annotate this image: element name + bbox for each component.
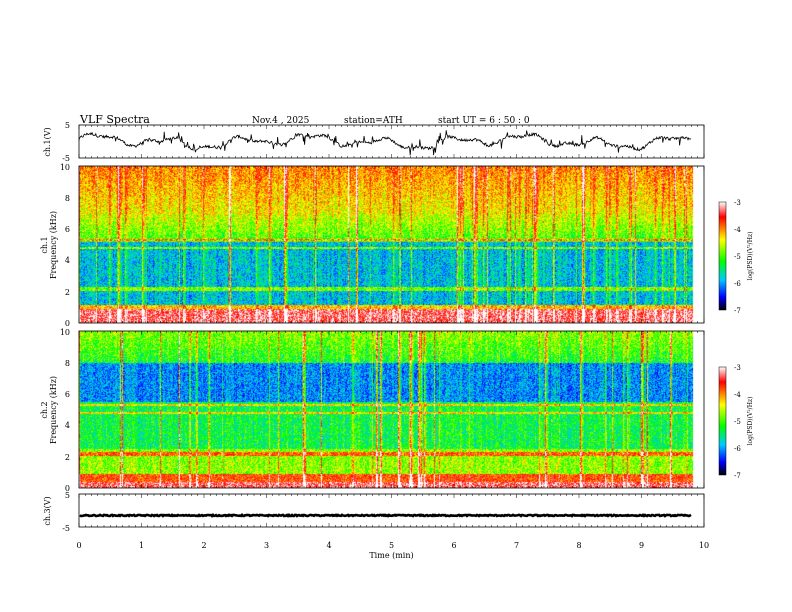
ch2-spectrogram-channel-label: ch.2	[40, 401, 49, 418]
ch1-waveform-ylabel: ch.1(V)	[43, 127, 52, 156]
ch2-spectrogram-ylabel: Frequency (kHz)	[49, 376, 58, 444]
ch2-spectrogram-heatmap	[79, 331, 704, 488]
figure-title: VLF Spectra	[79, 113, 150, 126]
ch2-spectrogram-panel: 10 8 6 4 2 0 ch.2 Frequency (kHz)	[40, 328, 705, 493]
ch1-ytick-4: 4	[65, 256, 70, 265]
ch2-cb-tick-m7: -7	[734, 472, 741, 480]
ch1-colorbar-label: log(PSD)(V²/Hz)	[747, 232, 754, 281]
ch1-cb-tick-m6: -6	[734, 280, 741, 288]
ch1-ytick-0: 0	[65, 319, 70, 328]
ch1-colorbar-gradient	[718, 201, 727, 311]
ch3-ytick-bottom: -5	[62, 524, 70, 533]
ch2-cb-tick-m6: -6	[734, 445, 741, 453]
ch1-cb-tick-m4: -4	[734, 226, 741, 234]
ch3-waveform-frame	[78, 493, 705, 528]
ch3-ytick-top: 5	[65, 491, 70, 500]
ch2-ytick-4: 4	[65, 421, 70, 430]
ch1-ytick-top: 5	[65, 121, 70, 130]
ch1-cb-tick-m7: -7	[734, 307, 741, 315]
ch2-ytick-0: 0	[65, 484, 70, 493]
xaxis-title: Time (min)	[369, 551, 413, 560]
xtick-label-1: 1	[139, 541, 144, 550]
ch1-waveform-panel: 5 -5 ch.1(V)	[43, 121, 705, 163]
ch1-ytick-bottom: -5	[62, 154, 70, 163]
ch1-spectrogram-ylabel: Frequency (kHz)	[49, 211, 58, 279]
ch1-colorbar: -3 -4 -5 -6 -7 log(PSD)(V²/Hz)	[718, 199, 754, 315]
ch2-colorbar-gradient	[718, 366, 727, 476]
station-label: station=ATH	[344, 116, 403, 126]
ch2-ytick-6: 6	[65, 390, 70, 399]
ch1-cb-tick-m5: -5	[734, 253, 741, 261]
axis-tick-marks	[78, 125, 705, 527]
xtick-label-7: 7	[514, 541, 519, 550]
ch2-cb-tick-m5: -5	[734, 418, 741, 426]
ch1-spectrogram-channel-label: ch.1	[40, 236, 49, 253]
ch3-waveform-panel: 5 -5 ch.3(V)	[43, 491, 705, 533]
ch1-ytick-10: 10	[60, 163, 70, 172]
ch3-waveform-trace	[79, 513, 692, 518]
ch2-colorbar-label: log(PSD)(V²/Hz)	[747, 397, 754, 446]
xtick-label-6: 6	[451, 541, 456, 550]
ch2-cb-tick-m4: -4	[734, 391, 741, 399]
xtick-label-5: 5	[389, 541, 394, 550]
ch2-ytick-8: 8	[65, 359, 70, 368]
ch2-cb-tick-m3: -3	[734, 364, 741, 372]
xtick-label-3: 3	[264, 541, 269, 550]
start-time-label: start UT = 6 : 50 : 0	[438, 116, 530, 126]
xtick-label-2: 2	[201, 541, 206, 550]
ch2-ytick-2: 2	[65, 453, 70, 462]
date-label: Nov.4 , 2025	[252, 116, 310, 126]
ch1-ytick-8: 8	[65, 194, 70, 203]
ch3-waveform-ylabel: ch.3(V)	[43, 496, 52, 525]
ch2-ytick-10: 10	[60, 328, 70, 337]
ch1-ytick-2: 2	[65, 288, 70, 297]
ch1-ytick-6: 6	[65, 225, 70, 234]
ch1-waveform-trace	[78, 130, 692, 156]
xtick-label-0: 0	[76, 541, 81, 550]
ch1-spectrogram-panel: 10 8 6 4 2 0 ch.1 Frequency (kHz)	[40, 163, 705, 328]
ch2-colorbar: -3 -4 -5 -6 -7 log(PSD)(V²/Hz)	[718, 364, 754, 480]
xtick-label-8: 8	[576, 541, 581, 550]
time-axis: 0 1 2 3 4 5 6 7 8 9 10 Time (min)	[76, 541, 709, 560]
xtick-label-4: 4	[326, 541, 331, 550]
xtick-label-10: 10	[699, 541, 709, 550]
xtick-label-9: 9	[639, 541, 644, 550]
ch1-cb-tick-m3: -3	[734, 199, 741, 207]
ch1-spectrogram-heatmap	[79, 166, 704, 323]
